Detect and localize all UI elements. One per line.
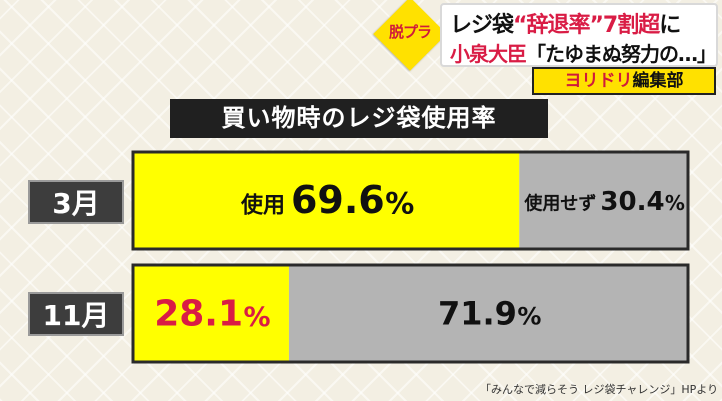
not-used-value-1: 71.9 [438,295,517,333]
corner-b: 編集部 [632,71,684,91]
corner-a: ヨリドリ [564,71,633,91]
source-note: 「みんなで減らそう レジ袋チャレンジ」HPより [480,383,719,396]
row-label-march: 3月 [28,180,124,224]
bar-used-1 [133,265,289,362]
not-used-value-0: 30.4 [600,187,664,217]
bar-not-used-0 [519,152,688,249]
headline-line1: レジ袋“辞退率”7割超に [450,7,681,39]
corner-label: ヨリドリ編集部 [532,67,716,95]
headline-2a: 小泉大臣 [450,42,527,66]
headline-box: レジ袋“辞退率”7割超に 小泉大臣「たゆまぬ努力の…」 [440,3,718,67]
used-value-0: 69.6 [291,178,385,222]
badge-label: 脱プラ [388,23,432,41]
not-used-percent-0: % [665,191,685,215]
used-label-0: 使用 [240,194,285,219]
headline-2b: 「たゆまぬ努力の…」 [526,42,717,66]
bar-not-used-1 [288,265,688,362]
headline-1a: レジ袋 [450,13,514,38]
used-percent-0: % [385,187,414,221]
used-percent-1: % [243,302,270,333]
chart-title: 買い物時のレジ袋使用率 [170,99,548,138]
headline-1b: “辞退率”7割超 [513,13,660,38]
used-value-1: 28.1 [154,294,243,335]
bar-used-0 [133,152,520,249]
headline-1c: に [659,13,681,38]
row-label-november: 11月 [28,292,124,336]
bar-frame-1 [131,263,690,364]
not-used-label-0: 使用せず [523,194,596,215]
bar-frame-0 [131,150,690,251]
not-used-percent-1: % [517,303,541,331]
headline-line2: 小泉大臣「たゆまぬ努力の…」 [450,38,717,67]
